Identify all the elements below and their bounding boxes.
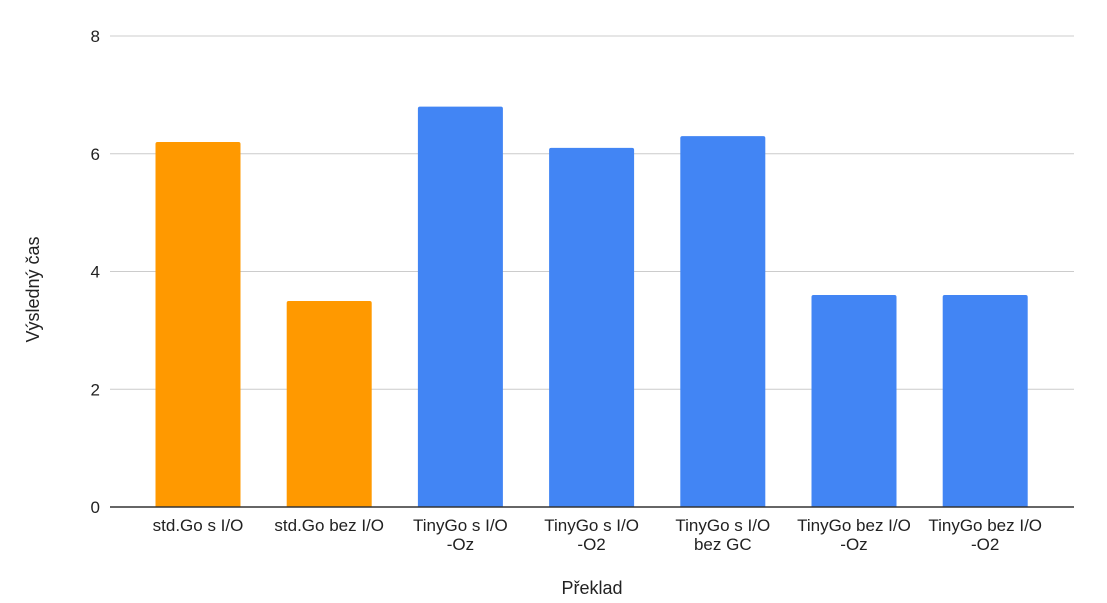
x-category-label: bez GC [694,535,752,554]
x-category-label: std.Go bez I/O [274,516,384,535]
bar [942,295,1028,507]
y-tick-label: 8 [91,27,100,46]
x-axis-title: Překlad [561,578,622,598]
x-category-label: TinyGo s I/O [413,516,508,535]
y-axis-ticks: 0 2 4 6 8 [91,27,100,517]
x-category-label: -O2 [577,535,605,554]
x-category-label: TinyGo s I/O [675,516,770,535]
x-category-label: -O2 [971,535,999,554]
x-category-label: TinyGo s I/O [544,516,639,535]
y-tick-label: 0 [91,498,100,517]
x-category-label: std.Go s I/O [153,516,244,535]
x-category-label: TinyGo bez I/O [928,516,1042,535]
bar [417,106,503,508]
x-category-label: TinyGo bez I/O [797,516,911,535]
bar [680,136,766,507]
x-category-label: -Oz [840,535,867,554]
x-category-label: -Oz [447,535,474,554]
y-tick-label: 2 [91,380,100,399]
y-axis-title: Výsledný čas [23,236,43,342]
bar [286,300,372,507]
bars [155,106,1028,508]
bar [811,295,897,507]
y-tick-label: 4 [91,263,100,282]
y-tick-label: 6 [91,145,100,164]
bar [549,147,635,508]
x-axis-categories: std.Go s I/O std.Go bez I/O TinyGo s I/O-O… [153,516,1042,554]
bar [155,141,241,507]
